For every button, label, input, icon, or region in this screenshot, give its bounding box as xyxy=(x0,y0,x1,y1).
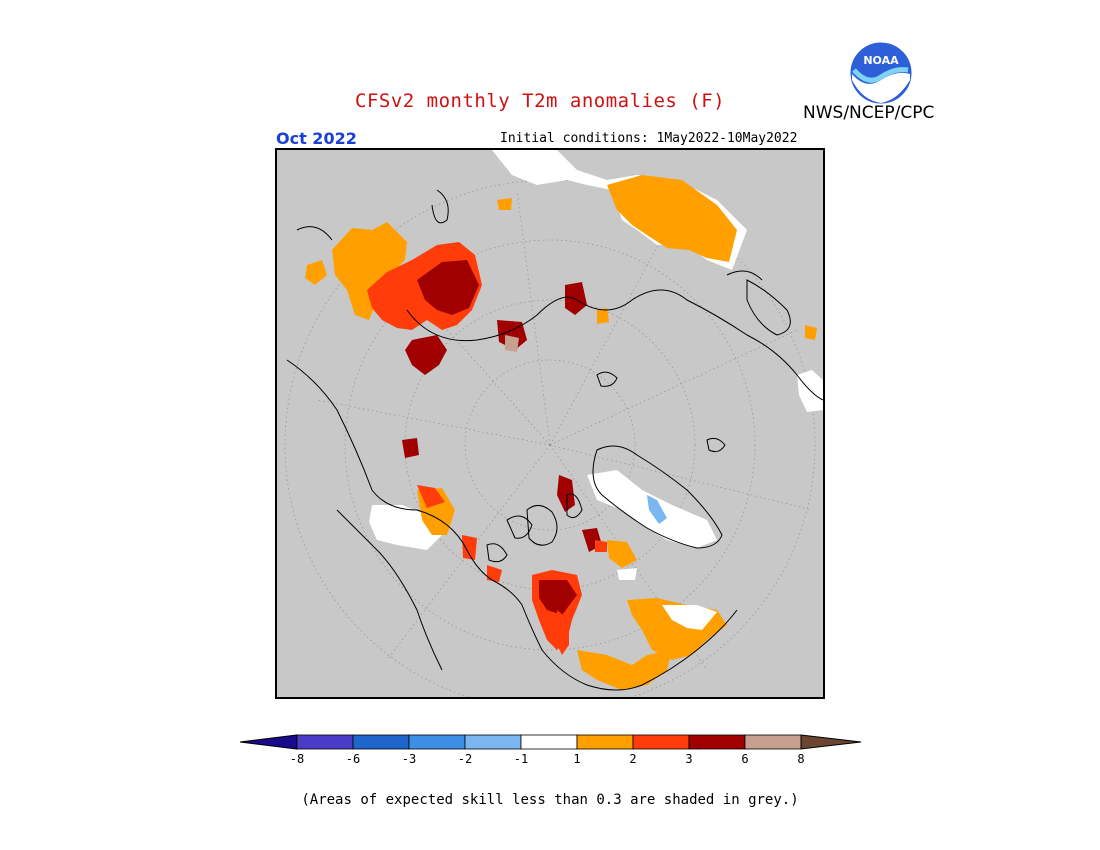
anomaly-patch xyxy=(417,260,479,315)
anomaly-patch xyxy=(662,605,717,630)
polar-map xyxy=(275,148,825,699)
color-bin xyxy=(576,734,634,750)
anomaly-patch xyxy=(647,495,667,524)
anomaly-patch xyxy=(577,650,672,690)
chart-title: CFSv2 monthly T2m anomalies (F) xyxy=(355,90,726,112)
forecast-month: Oct 2022 xyxy=(276,129,357,148)
noaa-logo-text: NOAA xyxy=(863,54,899,67)
coastlines xyxy=(286,189,823,691)
skill-note: (Areas of expected skill less than 0.3 a… xyxy=(301,792,799,808)
anomaly-patch xyxy=(305,260,327,285)
color-bin xyxy=(408,734,466,750)
color-bar xyxy=(239,730,862,758)
anomaly-patch xyxy=(565,282,587,315)
anomaly-patch xyxy=(487,565,502,582)
color-bar-tick-label: 1 xyxy=(573,752,581,766)
anomaly-shading xyxy=(305,150,823,690)
anomaly-patch xyxy=(405,335,447,375)
color-bin xyxy=(688,734,746,750)
color-bin xyxy=(352,734,410,750)
anomaly-patch xyxy=(555,610,569,655)
initial-conditions: Initial conditions: 1May2022-10May2022 xyxy=(500,131,798,146)
anomaly-patch xyxy=(539,580,577,615)
color-bin xyxy=(239,734,298,750)
color-bar-tick-label: -2 xyxy=(457,752,473,766)
color-bar-tick-label: 8 xyxy=(797,752,805,766)
color-bar-tick-label: -8 xyxy=(289,752,305,766)
anomaly-patch xyxy=(797,370,823,412)
anomaly-patch xyxy=(497,198,512,210)
anomaly-patch xyxy=(497,320,527,350)
color-bin xyxy=(464,734,522,750)
anomaly-patch xyxy=(595,540,607,552)
color-bar-tick-label: -3 xyxy=(401,752,417,766)
anomaly-patch xyxy=(462,535,477,560)
color-bin xyxy=(632,734,690,750)
color-bar-tick-label: 2 xyxy=(629,752,637,766)
anomaly-patch xyxy=(805,325,817,340)
anomaly-patch xyxy=(417,485,445,508)
color-bin xyxy=(800,734,862,750)
color-bin xyxy=(520,734,578,750)
color-bin xyxy=(744,734,802,750)
color-bin xyxy=(296,734,354,750)
color-bar-tick-label: -1 xyxy=(513,752,529,766)
agency-label: NWS/NCEP/CPC xyxy=(803,103,935,123)
anomaly-patch xyxy=(332,222,407,320)
anomaly-patch xyxy=(607,175,737,262)
color-bar-tick-label: -6 xyxy=(345,752,361,766)
color-bar-tick-label: 3 xyxy=(685,752,693,766)
anomaly-patch xyxy=(505,335,519,352)
anomaly-patch xyxy=(607,540,637,568)
anomaly-patch xyxy=(557,475,575,512)
noaa-logo: NOAA xyxy=(848,40,914,110)
anomaly-patch xyxy=(597,308,609,324)
anomaly-patch xyxy=(617,568,637,580)
color-bar-tick-label: 6 xyxy=(741,752,749,766)
anomaly-patch xyxy=(402,438,419,458)
